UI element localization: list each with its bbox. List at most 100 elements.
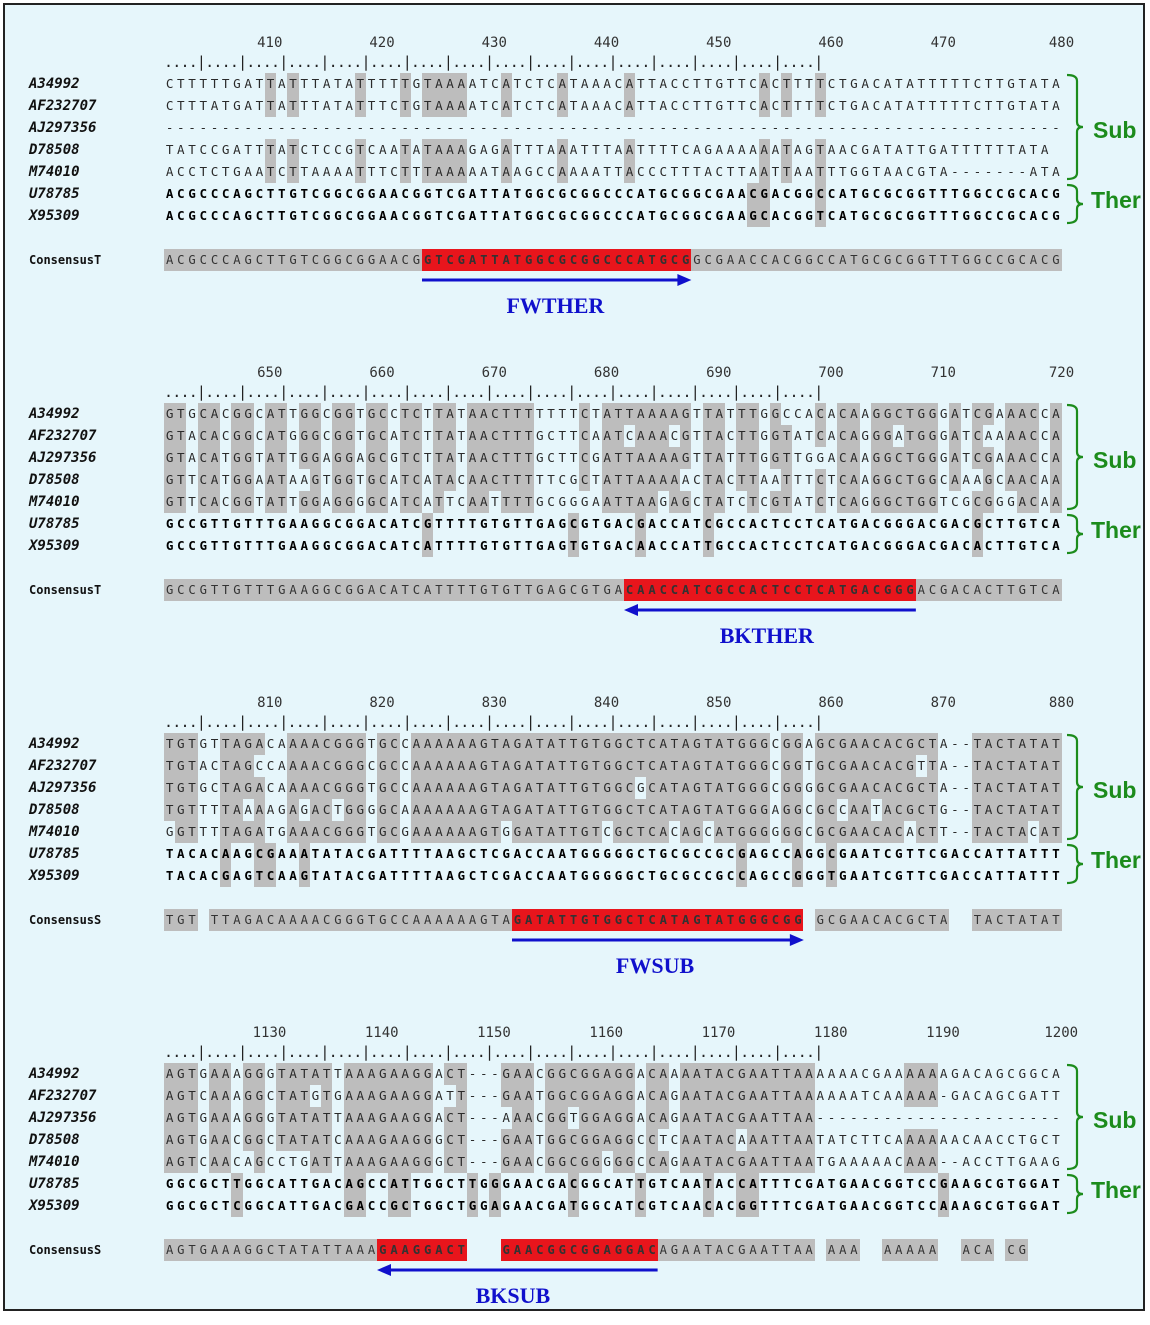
base: G [545,1063,556,1085]
base: T [433,469,444,491]
base: A [310,755,321,777]
base: - [366,117,377,139]
base: C [220,403,231,425]
base: A [400,1107,411,1129]
base: - [478,1107,489,1129]
consensus-base: T [938,249,949,271]
base: T [568,425,579,447]
base: G [826,1151,837,1173]
base: A [1050,447,1061,469]
base: A [422,821,433,843]
base: T [512,403,523,425]
sequence-row: GGCGCTTGGCATTGACAGCCATTGGCTTGGGAACGACGGC… [164,1173,1062,1195]
base: C [523,843,534,865]
base: G [714,95,725,117]
base: A [590,73,601,95]
base: T [198,821,209,843]
base: C [444,183,455,205]
base: G [680,183,691,205]
base: - [478,117,489,139]
base: A [512,1129,523,1151]
base: G [164,513,175,535]
base: A [254,733,265,755]
base: A [433,843,444,865]
base: G [344,799,355,821]
base: T [310,843,321,865]
base: C [972,95,983,117]
base: A [456,95,467,117]
base: C [254,755,265,777]
base: G [355,535,366,557]
base: - [512,117,523,139]
consensus-base: C [624,579,635,601]
base: C [646,799,657,821]
base: G [512,777,523,799]
base: A [893,161,904,183]
base: T [916,865,927,887]
base: C [983,1195,994,1217]
base: A [1050,95,1061,117]
base: A [287,469,298,491]
base: A [759,161,770,183]
base: C [1028,469,1039,491]
base: T [198,95,209,117]
base: T [691,161,702,183]
consensus-base: A [714,1239,725,1261]
consensus-base: G [243,249,254,271]
alignment-figure: 410 420 430 440 450 460 470 480 ....|....|....|.… [3,3,1145,1311]
base: A [512,865,523,887]
base: T [411,1173,422,1195]
base: T [983,73,994,95]
base: G [231,513,242,535]
consensus-base [467,1239,478,1261]
base: A [691,139,702,161]
base: C [624,205,635,227]
base: T [961,403,972,425]
base: C [759,491,770,513]
base: G [231,491,242,513]
sequence-name: D78508 [29,1132,80,1148]
base: T [736,425,747,447]
base: A [1050,1063,1061,1085]
base: C [703,183,714,205]
base: C [602,821,613,843]
base: G [422,1195,433,1217]
base: T [972,821,983,843]
base: G [882,1195,893,1217]
base: G [422,1063,433,1085]
base: G [175,1063,186,1085]
base: T [658,1173,669,1195]
consensus-base [938,1239,949,1261]
base: T [276,425,287,447]
base: T [310,95,321,117]
base: C [265,1195,276,1217]
base: T [1050,1173,1061,1195]
base: G [781,733,792,755]
base: A [344,161,355,183]
base: G [714,183,725,205]
base: G [680,425,691,447]
base: A [366,1129,377,1151]
base: G [770,447,781,469]
base: A [759,73,770,95]
sequence-name: D78508 [29,802,80,818]
base: C [837,425,848,447]
base: T [422,843,433,865]
base: A [411,755,422,777]
base: G [803,865,814,887]
base: A [377,205,388,227]
consensus-base: A [803,1239,814,1261]
base: A [613,139,624,161]
base: G [332,1085,343,1107]
base: T [1028,535,1039,557]
base: G [860,161,871,183]
base: G [972,183,983,205]
base: T [568,535,579,557]
base: G [927,139,938,161]
base: C [994,469,1005,491]
base: G [871,491,882,513]
consensus-base [949,909,960,931]
base: A [523,1085,534,1107]
base: G [377,755,388,777]
